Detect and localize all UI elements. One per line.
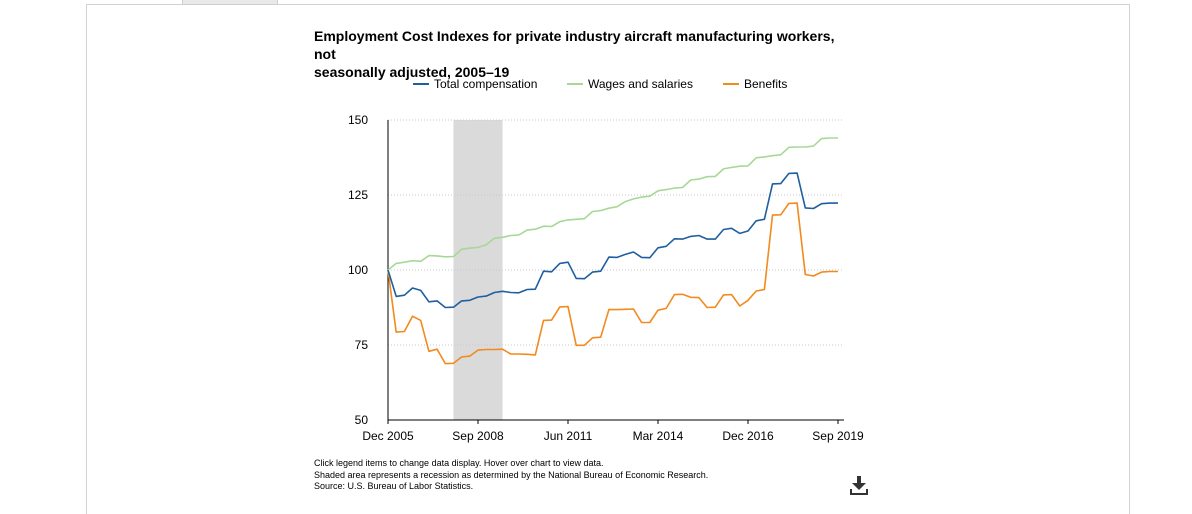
x-tick-label: Mar 2014: [633, 429, 684, 443]
x-tick-label: Jun 2011: [544, 429, 593, 443]
legend-swatch-wages-and-salaries: [567, 83, 583, 85]
y-tick-label-50: 50: [355, 413, 369, 427]
x-tick-label: Dec 2005: [362, 429, 414, 443]
legend-swatch-total-compensation: [413, 83, 429, 85]
legend-label-benefits: Benefits: [744, 77, 788, 91]
series-line-total-compensation: [387, 172, 838, 309]
chart-notes: Click legend items to change data displa…: [314, 458, 708, 493]
y-tick-label-100: 100: [348, 263, 368, 277]
legend-item-benefits[interactable]: Benefits: [723, 75, 787, 93]
download-button[interactable]: [848, 474, 870, 496]
x-tick-label: Dec 2016: [722, 429, 774, 443]
note-recession: Shaded area represents a recession as de…: [314, 469, 709, 480]
chart-title: Employment Cost Indexes for private indu…: [314, 28, 835, 80]
chart-panel: [86, 4, 1130, 514]
legend-label-wages-and-salaries: Wages and salaries: [588, 77, 693, 91]
series-line-wages-and-salaries: [387, 137, 838, 271]
legend-item-wages-and-salaries[interactable]: Wages and salaries: [567, 75, 693, 93]
legend-swatch-benefits: [723, 83, 739, 85]
series-line-benefits: [387, 202, 838, 365]
x-tick-label: Sep 2008: [452, 429, 504, 443]
y-tick-label-75: 75: [355, 338, 369, 352]
y-tick-label-150: 150: [348, 113, 368, 127]
x-tick-label: Sep 2019: [812, 429, 864, 443]
tab-stub[interactable]: [182, 0, 278, 5]
note-source: Source: U.S. Bureau of Labor Statistics.: [314, 481, 474, 491]
y-tick-label-125: 125: [348, 188, 368, 202]
note-instructions: Click legend items to change data displa…: [314, 458, 604, 468]
chart-legend: Total compensation Wages and salaries Be…: [0, 75, 1192, 93]
chart-plot[interactable]: 50 75 100 125 150 Dec 2005 Sep 2008 Jun 2011 Mar…: [0, 0, 1192, 500]
legend-label-total-compensation: Total compensation: [434, 77, 538, 91]
legend-item-total-compensation[interactable]: Total compensation: [413, 75, 537, 93]
download-icon: [850, 476, 868, 495]
